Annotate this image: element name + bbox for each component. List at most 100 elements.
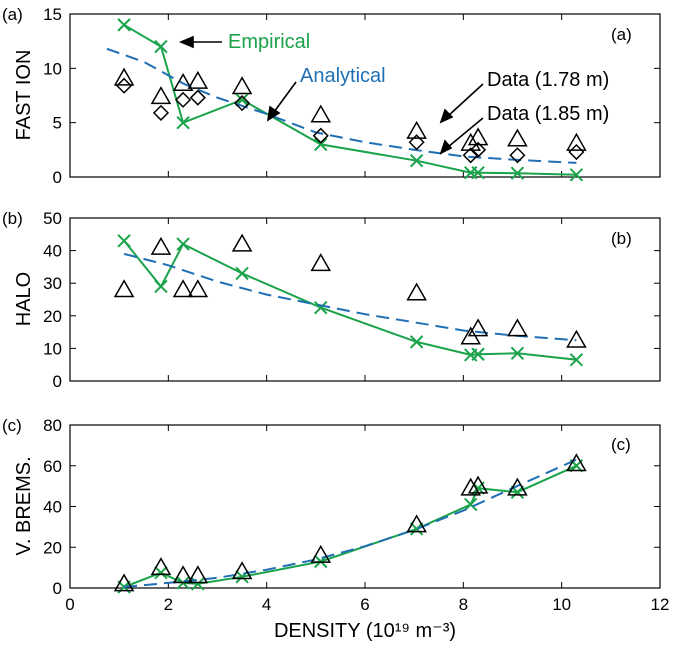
panel-c-series-triangle-point [113, 573, 135, 592]
panel-a-series-diamond-point [568, 143, 585, 161]
panel-b-series-solid-x-point [314, 300, 328, 315]
panel-b-series-solid-x-point [176, 237, 190, 251]
panel-c-series-solid-x-point [464, 497, 478, 512]
panel-c-series-solid-x-point [154, 566, 168, 580]
panel-c-series-triangle-point [310, 544, 332, 563]
annotation-arrows [178, 35, 484, 155]
panel-c-series-triangle-point [406, 514, 427, 533]
panel-c-xtick-label: 4 [262, 595, 271, 614]
panel-a-ytick-label: 15 [43, 5, 62, 24]
arrow-data-178-head [439, 108, 454, 124]
panel-a: (a) (a) FAST ION 0 5 10 15 Empirical Analyt… [2, 5, 661, 187]
panel-c-xtick-label: 6 [360, 595, 369, 614]
panel-b-ytick-label: 10 [43, 339, 62, 358]
panel-c-plot-area [113, 453, 587, 594]
panel-b-series-solid-x-point [471, 347, 485, 361]
x-axis-label: DENSITY (10¹⁹ m⁻³) [274, 620, 456, 642]
panel-c-ytick-label: 20 [43, 538, 62, 557]
panel-b-series-triangle-point [566, 329, 587, 348]
panel-b-series-solid-x-point [569, 353, 584, 367]
arrow-analytical [273, 81, 297, 113]
panel-b-series-triangle-point [406, 282, 427, 301]
panel-c-series-solid-x-line [123, 464, 577, 588]
panel-b-series-triangle-point [310, 253, 332, 272]
panel-a-series-diamond-point [189, 89, 206, 106]
annotation-empirical: Empirical [228, 31, 310, 53]
panel-a-series-triangle-point [187, 70, 209, 89]
panel-c-series-triangle-point [467, 475, 489, 494]
panel-b-series-dashed-line [123, 252, 577, 342]
panel-c-xtick-label: 8 [459, 595, 468, 614]
panel-b-series-triangle-point [231, 233, 253, 252]
panel-c-axis-ticks: 0 20 40 60 80 0 2 4 6 8 10 12 [43, 416, 669, 614]
panel-a-ytick-label: 5 [53, 114, 62, 133]
panel-a-series-diamond-point [234, 95, 251, 112]
panel-c-ytick-label: 0 [53, 579, 62, 598]
panel-a-plot-area [106, 18, 587, 182]
panel-a-series-diamond-point [408, 134, 425, 151]
panel-a-series-solid-x-point [314, 137, 328, 152]
arrow-analytical-head [266, 105, 281, 122]
panel-a-series-diamond-point [175, 91, 192, 108]
panel-a-axis-ticks: 0 5 10 15 [43, 5, 661, 187]
panel-c-series-triangle-point [187, 565, 209, 584]
panel-a-corner-label: (a) [611, 25, 632, 44]
panel-a-series-diamond-point [152, 104, 170, 121]
panel-a-series-diamond-point [470, 141, 487, 158]
panel-b-series-triangle-point [113, 279, 135, 298]
panel-c-series-solid-x-point [409, 522, 424, 536]
panel-a-series-solid-x-point [154, 39, 168, 54]
panel-c-ytick-label: 80 [43, 416, 62, 435]
panel-a-label: (a) [2, 5, 23, 24]
panel-b-ylabel: HALO [13, 272, 35, 326]
panel-a-series-diamond-point [312, 127, 329, 144]
panel-a-series-solid-x-point [510, 166, 525, 180]
panel-b-ytick-label: 40 [43, 242, 62, 261]
panel-c-xtick-label: 2 [164, 595, 173, 614]
panel-b-plot-area [113, 233, 587, 367]
panel-a-series-solid-x-point [176, 115, 190, 130]
panel-c-series-triangle-point [566, 453, 587, 472]
panel-c-ytick-label: 60 [43, 457, 62, 476]
panel-a-ylabel: FAST ION [13, 50, 35, 141]
panel-c-xtick-label: 0 [65, 595, 74, 614]
panel-b-ytick-label: 20 [43, 307, 62, 326]
panel-a-series-solid-x-point [409, 153, 424, 168]
panel-a-series-diamond-point [116, 77, 133, 94]
panel-b-corner-label: (b) [611, 229, 632, 248]
panel-c-ylabel: V. BREMS. [13, 456, 35, 555]
arrow-data-185-head [439, 139, 453, 155]
panel-a-ytick-label: 10 [43, 59, 62, 78]
arrow-data-185 [447, 117, 484, 148]
panel-c-series-triangle-point [150, 557, 172, 576]
panel-a-ytick-label: 0 [53, 168, 62, 187]
panel-c-series-triangle-point [460, 477, 482, 496]
panel-a-series-triangle-point [113, 67, 135, 86]
panel-c-corner-label: (c) [611, 435, 631, 454]
panel-b-series-solid-x-point [154, 279, 168, 294]
panel-b-series-solid-x-point [409, 335, 424, 349]
panel-b-series-solid-x-point [117, 234, 131, 248]
panel-b-series-triangle-point [507, 318, 528, 337]
panel-a-series-triangle-point [231, 76, 253, 95]
panel-b-axis-ticks: 0 10 20 30 40 50 [43, 209, 661, 391]
panel-a-series-solid-x-point [117, 18, 131, 32]
panel-b-series-triangle-point [172, 279, 194, 298]
panel-a-series-dashed-line [106, 47, 577, 164]
panel-b-series-solid-x-line [123, 240, 577, 361]
panel-a-series-triangle-point [507, 128, 528, 147]
panel-c-series-triangle-point [231, 561, 253, 580]
panel-b-ytick-label: 30 [43, 274, 62, 293]
panel-a-series-solid-x-point [471, 165, 485, 180]
annotation-data-178: Data (1.78 m) [487, 69, 609, 91]
panel-b-series-triangle-point [467, 318, 489, 337]
panel-a-series-triangle-point [310, 104, 332, 123]
panel-a-series-diamond-point [509, 147, 526, 164]
panel-c-xtick-label: 12 [651, 595, 670, 614]
panel-a-series-triangle-point [566, 132, 587, 151]
panel-c-xtick-label: 10 [552, 595, 571, 614]
panel-a-series-solid-x-point [569, 168, 584, 182]
panel-b-series-triangle-point [187, 279, 209, 298]
panel-a-series-triangle-point [172, 73, 194, 92]
